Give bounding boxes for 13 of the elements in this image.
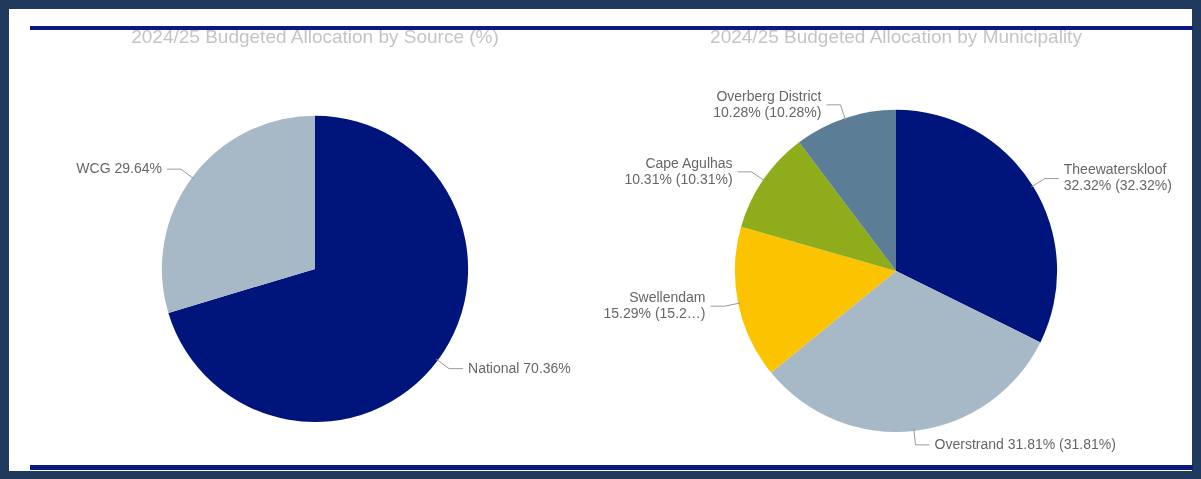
slice-label: Cape Agulhas (645, 154, 733, 171)
slice-label: Swellendam (629, 289, 706, 306)
data-label: 32.32% (32.32%) (1063, 177, 1172, 194)
data-label: 10.31% (10.31%) (624, 170, 733, 187)
slice-label: Overstrand 31.81% (31.81%) (934, 435, 1116, 452)
slice-label: National 70.36% (468, 359, 571, 376)
slice-label: WCG 29.64% (76, 160, 162, 177)
chart-title: 2024/25 Budgeted Allocation by Municipality (710, 25, 1083, 47)
data-label: 10.28% (10.28%) (713, 103, 822, 120)
data-label: 15.29% (15.2…) (603, 305, 706, 322)
slice-label: Overberg District (716, 87, 822, 104)
slice-label: Theewaterskloof (1063, 161, 1167, 178)
chart-title: 2024/25 Budgeted Allocation by Source (%) (131, 25, 499, 47)
